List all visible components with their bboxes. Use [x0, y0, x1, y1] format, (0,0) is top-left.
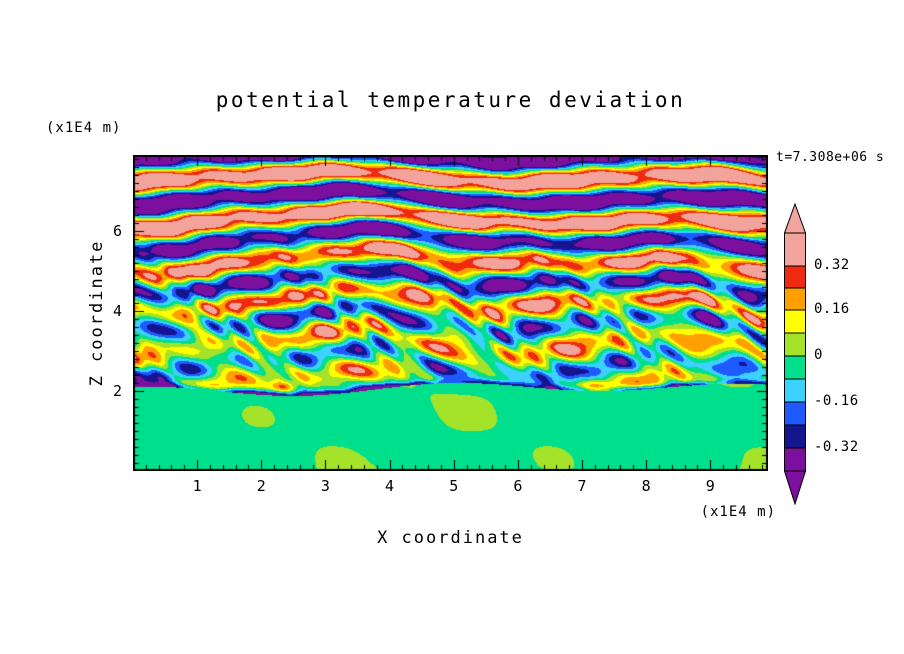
colorbar-segment	[784, 378, 806, 403]
x-tick-label: 3	[320, 477, 330, 495]
x-tick-label: 6	[513, 477, 523, 495]
colorbar-segment	[784, 309, 806, 334]
colorbar-segment	[784, 232, 806, 267]
colorbar-segment	[784, 265, 806, 289]
x-tick-label: 8	[641, 477, 651, 495]
x-axis-unit-label: (x1E4 m)	[700, 504, 776, 520]
colorbar-segment	[784, 447, 806, 472]
x-tick-label: 9	[705, 477, 715, 495]
z-axis-unit-label: (x1E4 m)	[46, 120, 122, 136]
x-tick-label: 5	[449, 477, 459, 495]
colorbar-segment	[784, 424, 806, 449]
z-tick-label: 4	[112, 302, 122, 320]
colorbar-arrow-up	[784, 203, 806, 234]
x-tick-label: 1	[192, 477, 202, 495]
colorbar-segment	[784, 355, 806, 380]
x-tick-label: 2	[256, 477, 266, 495]
colorbar-tick-label: -0.32	[814, 439, 859, 455]
x-axis-label: X coordinate	[377, 528, 524, 548]
z-tick-label: 2	[112, 382, 122, 400]
colorbar-arrow-down	[784, 470, 806, 505]
heatmap-plot	[133, 155, 768, 471]
colorbar-segment	[784, 287, 806, 311]
colorbar-tick-label: 0.32	[814, 257, 850, 273]
colorbar-tick-label: 0	[814, 347, 823, 363]
colorbar	[784, 203, 806, 505]
z-tick-label: 6	[112, 222, 122, 240]
x-tick-label: 7	[577, 477, 587, 495]
time-annotation: t=7.308e+06 s	[776, 150, 885, 165]
colorbar-segment	[784, 332, 806, 357]
colorbar-segment	[784, 401, 806, 426]
x-tick-label: 4	[385, 477, 395, 495]
colorbar-tick-label: -0.16	[814, 393, 859, 409]
chart-title: potential temperature deviation	[215, 88, 686, 112]
colorbar-tick-label: 0.16	[814, 301, 850, 317]
